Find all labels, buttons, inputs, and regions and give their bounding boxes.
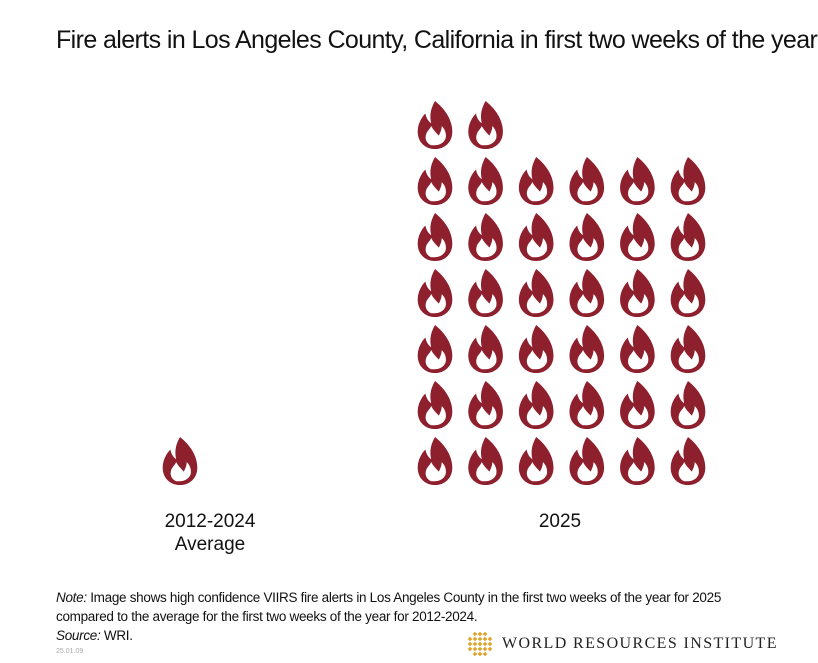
flame-icon — [518, 380, 554, 430]
flame-icon — [670, 268, 706, 318]
chart-title: Fire alerts in Los Angeles County, Calif… — [56, 26, 818, 54]
flame-icon — [417, 156, 453, 206]
flame-icon — [468, 324, 503, 374]
flame-icon — [230, 436, 248, 486]
emblem-diamond — [472, 646, 478, 652]
flame-icon — [518, 436, 554, 486]
emblem-diamond — [472, 636, 478, 642]
emblem-diamond — [477, 631, 483, 637]
emblem-diamond — [467, 641, 473, 647]
flame-icon — [569, 268, 605, 318]
flame-icon — [670, 436, 706, 486]
emblem-diamond — [472, 641, 478, 647]
flame-icon — [670, 324, 706, 374]
emblem-diamond — [482, 631, 488, 637]
flame-icon — [620, 212, 655, 262]
category-label-line: 2012-2024 — [164, 511, 256, 532]
flame-icon — [518, 324, 554, 374]
note-text: Image shows high confidence VIIRS fire a… — [56, 590, 722, 624]
emblem-diamond — [487, 641, 493, 647]
flame-icon — [670, 212, 706, 262]
category-label-2025: 2025 — [500, 510, 620, 533]
emblem-diamond — [487, 636, 493, 642]
flame-icon — [417, 268, 453, 318]
flame-icon — [569, 436, 605, 486]
emblem-diamond — [477, 646, 483, 652]
flame-icon — [518, 156, 554, 206]
note-label: Note: — [56, 590, 87, 605]
source-label: Source: — [56, 628, 101, 643]
flame-icon — [569, 380, 605, 430]
emblem-diamond — [472, 631, 478, 637]
date-stamp: 25.01.09 — [56, 648, 84, 655]
emblem-diamond — [472, 651, 478, 657]
category-label-line: 2025 — [538, 511, 582, 532]
flame-icon — [569, 156, 605, 206]
flame-icon — [620, 380, 655, 430]
flame-icon — [569, 324, 605, 374]
flame-icon — [620, 436, 655, 486]
flame-icon — [417, 100, 453, 150]
brand-name: WORLD RESOURCES INSTITUTE — [502, 635, 778, 652]
emblem-diamond — [467, 646, 473, 652]
flame-icon — [518, 268, 554, 318]
flame-icon — [417, 324, 453, 374]
category-label-average: 2012-2024 Average — [150, 510, 270, 556]
emblem-diamond — [482, 646, 488, 652]
wri-logo: WORLD RESOURCES INSTITUTE — [466, 630, 778, 658]
emblem-diamond — [467, 636, 473, 642]
emblem-diamond — [482, 636, 488, 642]
emblem-diamond — [477, 651, 483, 657]
flame-icon — [417, 212, 453, 262]
flame-icon — [468, 156, 503, 206]
emblem-diamond — [477, 641, 483, 647]
flame-icon — [670, 156, 706, 206]
flame-icon — [620, 324, 655, 374]
flame-icon — [518, 212, 554, 262]
flame-icon — [468, 268, 503, 318]
chart-note: Note: Image shows high confidence VIIRS … — [56, 588, 756, 645]
flame-icon — [417, 380, 453, 430]
flame-icon — [468, 212, 503, 262]
emblem-diamond — [482, 641, 488, 647]
flame-icon — [468, 436, 503, 486]
emblem-diamond — [477, 636, 483, 642]
flame-icon — [569, 212, 605, 262]
flame-icon — [620, 268, 655, 318]
flame-icon — [162, 436, 198, 486]
emblem-diamond — [482, 651, 488, 657]
category-label-line: Average — [174, 534, 246, 555]
source-text: WRI. — [100, 628, 133, 643]
flame-icon — [670, 380, 706, 430]
flame-icon — [620, 156, 655, 206]
wri-emblem-icon — [467, 631, 493, 657]
flame-icon — [468, 100, 503, 150]
emblem-diamond — [487, 646, 493, 652]
flame-icon — [468, 380, 503, 430]
flame-icon — [417, 436, 453, 486]
